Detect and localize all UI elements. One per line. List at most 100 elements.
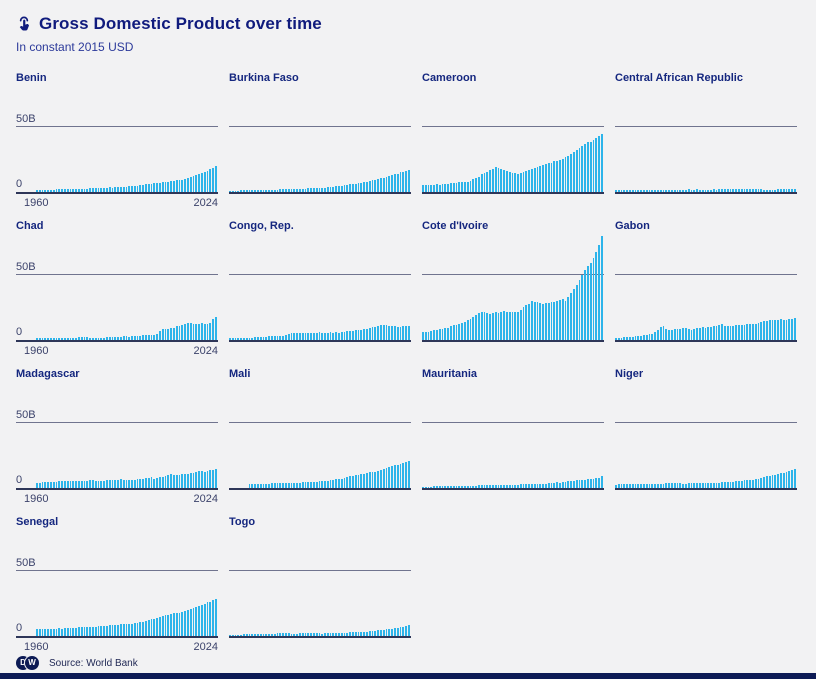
bar-cameroon-2005[interactable] <box>547 163 550 192</box>
bar-cote-d-ivoire-1972[interactable] <box>455 325 458 340</box>
bar-cameroon-2015[interactable] <box>575 150 578 192</box>
bar-togo-2012[interactable] <box>374 631 377 636</box>
bar-mauritania-1970[interactable] <box>449 486 452 488</box>
bar-madagascar-1984[interactable] <box>103 481 105 488</box>
bar-mali-1976[interactable] <box>273 483 276 488</box>
bar-gabon-2002[interactable] <box>732 326 735 340</box>
bar-benin-1984[interactable] <box>103 188 105 192</box>
bar-chad-2000[interactable] <box>147 335 150 340</box>
bar-cote-d-ivoire-1985[interactable] <box>491 313 494 340</box>
bar-senegal-1972[interactable] <box>69 628 72 636</box>
bar-togo-1997[interactable] <box>332 633 335 636</box>
bar-madagascar-1966[interactable] <box>52 482 55 488</box>
bar-senegal-1995[interactable] <box>133 623 136 636</box>
bar-senegal-1966[interactable] <box>52 629 55 636</box>
bar-togo-1987[interactable] <box>304 633 307 636</box>
bar-togo-1989[interactable] <box>310 633 312 636</box>
bar-burkina-faso-1983[interactable] <box>293 189 296 192</box>
bar-niger-2010[interactable] <box>754 479 757 488</box>
bar-cameroon-1985[interactable] <box>491 169 494 192</box>
bar-burkina-faso-2024[interactable] <box>408 170 410 192</box>
bar-mali-1979[interactable] <box>282 483 284 488</box>
bar-congo-rep-1990[interactable] <box>312 333 315 340</box>
bar-mali-2012[interactable] <box>374 472 377 488</box>
bar-burkina-faso-1964[interactable] <box>240 190 242 192</box>
bar-benin-1998[interactable] <box>142 185 145 192</box>
bar-cameroon-2023[interactable] <box>598 136 600 192</box>
bar-cote-d-ivoire-1995[interactable] <box>519 310 522 340</box>
bar-togo-1966[interactable] <box>245 634 248 636</box>
bar-mali-1994[interactable] <box>324 481 326 488</box>
bar-burkina-faso-2017[interactable] <box>388 176 391 192</box>
bar-mauritania-2010[interactable] <box>561 482 564 488</box>
bar-congo-rep-1962[interactable] <box>234 338 237 340</box>
bar-senegal-1960[interactable] <box>36 629 38 636</box>
bar-gabon-1981[interactable] <box>673 329 676 340</box>
bar-chad-2018[interactable] <box>198 324 201 340</box>
bar-burkina-faso-1965[interactable] <box>242 190 245 192</box>
bar-senegal-2022[interactable] <box>209 602 212 636</box>
bar-burkina-faso-2023[interactable] <box>405 171 407 192</box>
bar-benin-1985[interactable] <box>105 188 108 192</box>
bar-madagascar-2012[interactable] <box>181 474 184 488</box>
bar-mali-2014[interactable] <box>380 470 382 488</box>
bar-chad-1981[interactable] <box>94 338 97 340</box>
bar-togo-1961[interactable] <box>231 635 234 636</box>
bar-mali-2013[interactable] <box>377 471 380 488</box>
bar-niger-1981[interactable] <box>673 483 676 488</box>
bar-cameroon-2020[interactable] <box>589 142 592 192</box>
bar-benin-1994[interactable] <box>131 186 133 192</box>
bar-mali-1978[interactable] <box>279 483 282 488</box>
bar-burkina-faso-2003[interactable] <box>349 184 352 192</box>
bar-gabon-2009[interactable] <box>752 324 754 340</box>
bar-togo-2007[interactable] <box>360 632 363 636</box>
bar-senegal-1991[interactable] <box>122 624 125 636</box>
bar-congo-rep-1995[interactable] <box>326 333 329 340</box>
bar-congo-rep-1976[interactable] <box>273 336 276 340</box>
bar-mali-2009[interactable] <box>366 473 368 488</box>
bar-madagascar-1990[interactable] <box>119 479 122 488</box>
bar-central-african-republic-1988[interactable] <box>693 190 696 192</box>
bar-central-african-republic-2004[interactable] <box>738 189 740 192</box>
bar-senegal-2005[interactable] <box>161 616 164 636</box>
bar-gabon-2021[interactable] <box>785 320 788 340</box>
bar-congo-rep-1996[interactable] <box>329 332 332 340</box>
bar-gabon-1997[interactable] <box>718 325 721 340</box>
bar-niger-1984[interactable] <box>682 484 684 488</box>
bar-mali-1969[interactable] <box>254 484 256 488</box>
bar-cameroon-1964[interactable] <box>433 185 435 192</box>
bar-benin-1963[interactable] <box>44 190 47 192</box>
bar-benin-2005[interactable] <box>161 182 164 192</box>
bar-congo-rep-1970[interactable] <box>256 337 259 340</box>
bar-chad-1992[interactable] <box>125 336 128 340</box>
bar-burkina-faso-1995[interactable] <box>326 187 329 192</box>
bar-congo-rep-1994[interactable] <box>324 333 326 340</box>
bar-madagascar-1996[interactable] <box>136 479 139 488</box>
bar-burkina-faso-1986[interactable] <box>301 189 304 192</box>
bar-niger-2012[interactable] <box>760 478 763 488</box>
bar-mali-2001[interactable] <box>343 478 346 488</box>
bar-cote-d-ivoire-2008[interactable] <box>556 301 559 340</box>
bar-gabon-2006[interactable] <box>743 325 746 340</box>
bar-benin-2009[interactable] <box>173 181 175 192</box>
bar-chad-1971[interactable] <box>66 338 69 340</box>
bar-cote-d-ivoire-2010[interactable] <box>561 299 564 340</box>
bar-central-african-republic-1965[interactable] <box>628 190 631 192</box>
bar-congo-rep-2017[interactable] <box>388 326 391 340</box>
bar-congo-rep-1972[interactable] <box>262 337 265 340</box>
bar-mali-1996[interactable] <box>329 480 332 488</box>
bar-congo-rep-2006[interactable] <box>357 330 360 340</box>
bar-cote-d-ivoire-1970[interactable] <box>449 326 452 340</box>
bar-central-african-republic-1982[interactable] <box>676 190 679 192</box>
bar-burkina-faso-1994[interactable] <box>324 188 326 192</box>
bar-central-african-republic-1997[interactable] <box>718 189 721 192</box>
bar-chad-1968[interactable] <box>58 338 61 340</box>
bar-chad-1978[interactable] <box>86 337 89 340</box>
bar-gabon-1964[interactable] <box>626 337 628 340</box>
bar-benin-2006[interactable] <box>164 182 167 192</box>
bar-mauritania-1997[interactable] <box>525 484 528 488</box>
bar-central-african-republic-1964[interactable] <box>626 190 628 192</box>
bar-cote-d-ivoire-2007[interactable] <box>553 302 556 340</box>
bar-central-african-republic-1986[interactable] <box>687 189 690 192</box>
bar-benin-1991[interactable] <box>122 187 125 192</box>
